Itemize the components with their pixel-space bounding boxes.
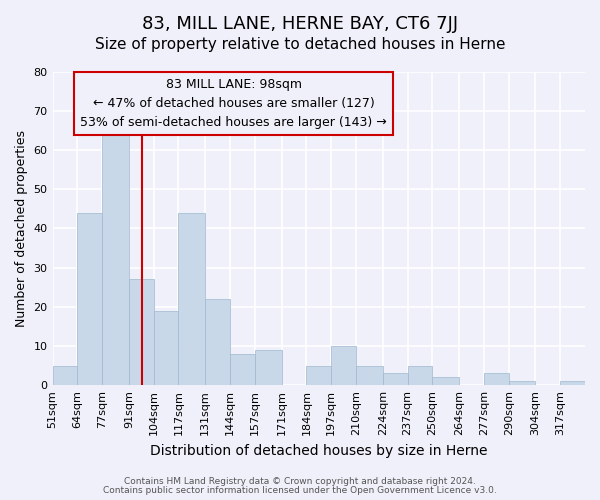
X-axis label: Distribution of detached houses by size in Herne: Distribution of detached houses by size … (150, 444, 488, 458)
Y-axis label: Number of detached properties: Number of detached properties (15, 130, 28, 327)
Text: 83 MILL LANE: 98sqm
← 47% of detached houses are smaller (127)
53% of semi-detac: 83 MILL LANE: 98sqm ← 47% of detached ho… (80, 78, 387, 129)
Bar (154, 310, 178, 385)
Bar (77, 212, 102, 385)
Bar (102, 130, 129, 385)
Bar (433, 378, 459, 385)
Bar (331, 346, 356, 385)
Bar (407, 366, 433, 385)
Text: Contains HM Land Registry data © Crown copyright and database right 2024.: Contains HM Land Registry data © Crown c… (124, 477, 476, 486)
Bar (484, 374, 509, 385)
Text: Size of property relative to detached houses in Herne: Size of property relative to detached ho… (95, 38, 505, 52)
Bar (255, 350, 281, 385)
Bar (205, 299, 230, 385)
Bar (230, 354, 255, 385)
Bar (53, 366, 77, 385)
Bar (383, 374, 407, 385)
Text: Contains public sector information licensed under the Open Government Licence v3: Contains public sector information licen… (103, 486, 497, 495)
Bar (129, 280, 154, 385)
Text: 83, MILL LANE, HERNE BAY, CT6 7JJ: 83, MILL LANE, HERNE BAY, CT6 7JJ (142, 15, 458, 33)
Bar (356, 366, 383, 385)
Bar (560, 382, 585, 385)
Bar (307, 366, 331, 385)
Bar (178, 212, 205, 385)
Bar (509, 382, 535, 385)
